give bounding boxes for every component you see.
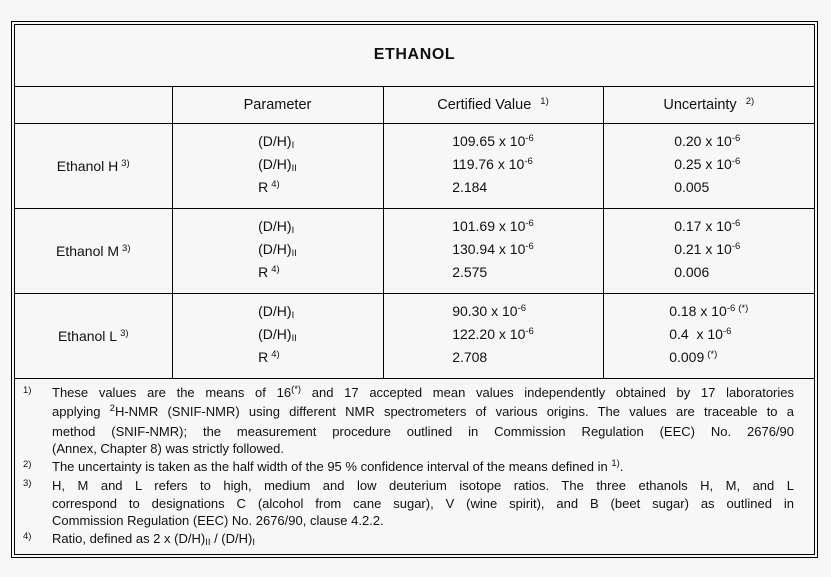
parameter-dh2: (D/H)II xyxy=(258,326,297,344)
parameter-dh1: (D/H)I xyxy=(258,303,295,321)
certified-value-line: 109.65 x 10-6 xyxy=(452,133,534,149)
row-label-cell: Ethanol H 3) xyxy=(15,123,172,209)
uncertainty-line: 0.20 x 10-6 xyxy=(674,133,741,149)
footnote-line: H, M and L refers to high, medium and lo… xyxy=(52,478,794,493)
header-certified-value: Certified Value 1) xyxy=(382,86,603,124)
parameter-dh2: (D/H)II xyxy=(258,156,297,174)
row-label: Ethanol H xyxy=(56,157,119,174)
uncertainty-note-ref: 2) xyxy=(745,95,755,107)
certified-value-cell: 101.69 x 10-6 130.94 x 10-6 2.575 xyxy=(382,208,603,294)
certified-value-cell: 90.30 x 10-6 122.20 x 10-6 2.708 xyxy=(382,293,603,379)
certified-value-note-ref: 1) xyxy=(540,95,549,107)
certified-value-line: 119.76 x 10-6 xyxy=(452,156,533,172)
certified-value-cell: 109.65 x 10-6 119.76 x 10-6 2.184 xyxy=(382,123,603,209)
header-parameter: Parameter xyxy=(171,86,383,124)
footnote-line: These values are the means of 16(*) and … xyxy=(52,383,794,400)
ethanol-table: ETHANOL Parameter Certified Value 1) Unce… xyxy=(15,25,814,379)
uncertainty-line: 0.006 xyxy=(674,264,710,280)
uncertainty-line: 0.25 x 10-6 xyxy=(674,156,741,172)
footnote-marker: 1) xyxy=(23,384,32,396)
certified-value-line: 2.184 xyxy=(452,179,488,195)
certified-value-line: 101.69 x 10-6 xyxy=(452,218,534,234)
parameter-cell: (D/H)I (D/H)II R 4) xyxy=(171,293,383,379)
row-label-note-ref: 3) xyxy=(122,242,131,254)
parameter-lines: (D/H)I (D/H)II R 4) xyxy=(258,131,297,200)
uncertainty-cell: 0.20 x 10-6 0.25 x 10-6 0.005 xyxy=(602,123,814,209)
footnote-marker: 3) xyxy=(23,478,32,489)
certificate-table: ETHANOL Parameter Certified Value 1) Unce… xyxy=(11,21,818,558)
certificate-table-inner: ETHANOL Parameter Certified Value 1) Unce… xyxy=(14,24,815,555)
title-row: ETHANOL xyxy=(15,25,814,87)
table-row-ethanol-m: Ethanol M 3) (D/H)I (D/H)II R 4) 101.69 x … xyxy=(15,208,814,294)
parameter-cell: (D/H)I (D/H)II R 4) xyxy=(171,123,383,209)
uncertainty-line: 0.4 x 10-6 xyxy=(669,326,732,342)
certified-value-line: 122.20 x 10-6 xyxy=(452,326,534,342)
parameter-ratio: R 4) xyxy=(258,179,280,195)
header-uncertainty-label: Uncertainty xyxy=(663,96,737,113)
uncertainty-line: 0.21 x 10-6 xyxy=(674,241,741,257)
certified-value-line: 130.94 x 10-6 xyxy=(452,241,534,257)
uncertainty-cell: 0.17 x 10-6 0.21 x 10-6 0.006 xyxy=(602,208,814,294)
certified-value-line: 90.30 x 10-6 xyxy=(452,303,527,319)
footnote-line: Commission Regulation (EEC) No. 2676/90,… xyxy=(52,513,384,528)
uncertainty-line: 0.17 x 10-6 xyxy=(674,218,741,234)
row-label-note-ref: 3) xyxy=(121,157,130,169)
header-row: Parameter Certified Value 1) Uncertainty 2… xyxy=(15,86,814,124)
footnote-2: 2) The uncertainty is taken as the half … xyxy=(15,458,794,478)
header-certified-value-label: Certified Value xyxy=(437,96,532,113)
page-title: ETHANOL xyxy=(15,25,814,87)
parameter-ratio: R 4) xyxy=(258,349,280,365)
parameter-dh1: (D/H)I xyxy=(258,218,295,236)
header-empty-cell xyxy=(15,86,172,124)
row-label-note-ref: 3) xyxy=(120,327,129,339)
uncertainty-line: 0.005 xyxy=(674,179,710,195)
certified-value-lines: 109.65 x 10-6 119.76 x 10-6 2.184 xyxy=(452,131,534,200)
uncertainty-lines: 0.17 x 10-6 0.21 x 10-6 0.006 xyxy=(674,216,743,285)
uncertainty-lines: 0.18 x 10-6 (*) 0.4 x 10-6 0.009 (*) xyxy=(669,301,748,370)
footnote-4: 4) Ratio, defined as 2 x (D/H)II / (D/H)… xyxy=(15,530,794,550)
uncertainty-line: 0.009 (*) xyxy=(669,349,718,365)
footnote-line: correspond to designations C (alcohol fr… xyxy=(52,495,794,511)
footnote-3: 3) H, M and L refers to high, medium and… xyxy=(15,477,794,530)
parameter-ratio: R 4) xyxy=(258,264,280,280)
footnote-line: Ratio, defined as 2 x (D/H)II / (D/H)I xyxy=(52,530,255,548)
parameter-cell: (D/H)I (D/H)II R 4) xyxy=(171,208,383,294)
uncertainty-cell: 0.18 x 10-6 (*) 0.4 x 10-6 0.009 (*) xyxy=(602,293,814,379)
row-label-cell: Ethanol L 3) xyxy=(15,293,172,379)
uncertainty-line: 0.18 x 10-6 (*) xyxy=(669,303,749,319)
parameter-lines: (D/H)I (D/H)II R 4) xyxy=(258,216,297,285)
parameter-lines: (D/H)I (D/H)II R 4) xyxy=(258,301,297,370)
footnote-1: 1) These values are the means of 16(*) a… xyxy=(15,384,794,458)
parameter-dh2: (D/H)II xyxy=(258,241,297,259)
header-uncertainty: Uncertainty 2) xyxy=(602,86,814,124)
footnotes-section: 1) These values are the means of 16(*) a… xyxy=(15,379,814,555)
header-parameter-label: Parameter xyxy=(243,96,312,113)
certified-value-lines: 90.30 x 10-6 122.20 x 10-6 2.708 xyxy=(452,301,534,370)
footnote-line: applying 2H-NMR (SNIF-NMR) using differe… xyxy=(52,403,794,419)
footnote-marker: 2) xyxy=(23,458,32,470)
row-label-cell: Ethanol M 3) xyxy=(15,208,172,294)
footnote-marker: 4) xyxy=(23,530,32,542)
uncertainty-lines: 0.20 x 10-6 0.25 x 10-6 0.005 xyxy=(674,131,743,200)
row-label: Ethanol M xyxy=(56,242,120,259)
footnote-line: The uncertainty is taken as the half wid… xyxy=(52,457,624,474)
table-row-ethanol-h: Ethanol H 3) (D/H)I (D/H)II R 4) 109.65 x … xyxy=(15,123,814,209)
footnote-line: (Annex, Chapter 8) was strictly followed… xyxy=(52,441,284,456)
table-title: ETHANOL xyxy=(373,46,456,64)
row-label: Ethanol L xyxy=(57,327,118,344)
certified-value-line: 2.575 xyxy=(452,264,488,280)
parameter-dh1: (D/H)I xyxy=(258,133,295,151)
footnote-line: method (SNIF-NMR); the measurement proce… xyxy=(52,423,794,439)
certified-value-lines: 101.69 x 10-6 130.94 x 10-6 2.575 xyxy=(452,216,534,285)
certified-value-line: 2.708 xyxy=(452,349,488,365)
table-row-ethanol-l: Ethanol L 3) (D/H)I (D/H)II R 4) 90.30 x 1… xyxy=(15,293,814,379)
